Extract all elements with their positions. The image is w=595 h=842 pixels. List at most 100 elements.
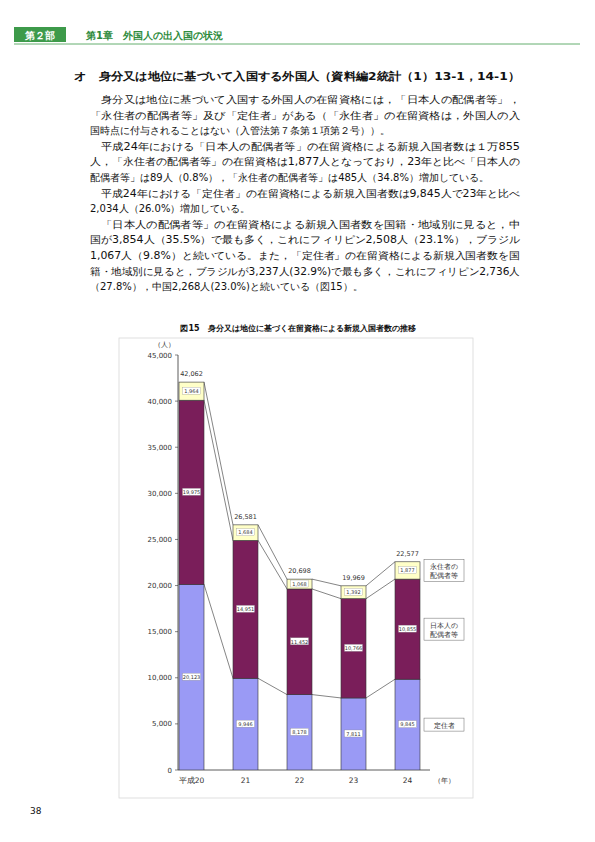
data-label-box bbox=[237, 529, 255, 536]
connector bbox=[204, 584, 233, 678]
bar-segment bbox=[395, 679, 420, 770]
connector bbox=[204, 400, 233, 540]
background bbox=[0, 0, 595, 842]
data-label: 20,123 bbox=[183, 674, 201, 680]
bar-segment bbox=[179, 382, 204, 400]
legend-label: 日本人の配偶者等 bbox=[430, 622, 458, 639]
part-label: 第２部 bbox=[24, 30, 55, 41]
header-rule bbox=[14, 44, 580, 45]
y-tick-label: 5,000 bbox=[152, 720, 172, 728]
connector bbox=[366, 562, 395, 586]
connector bbox=[312, 589, 341, 599]
connector bbox=[312, 579, 341, 586]
legend-box bbox=[424, 618, 464, 640]
paragraph-line: 平成24年における「定住者」の在留資格による新規入国者数は9,845人で23年と… bbox=[101, 188, 520, 199]
y-tick bbox=[175, 447, 178, 448]
data-label-box bbox=[399, 721, 417, 728]
total-label: 26,581 bbox=[234, 513, 257, 521]
data-label: 14,951 bbox=[237, 606, 255, 612]
bar-segment bbox=[233, 678, 258, 770]
data-label: 9,946 bbox=[238, 721, 252, 727]
data-label: 10,855 bbox=[399, 626, 417, 632]
y-tick-label: 40,000 bbox=[148, 398, 173, 406]
y-tick-label: 30,000 bbox=[148, 490, 173, 498]
paragraph-line: 「永住者の配偶者等」及び「定住者」がある（「永住者」の在留資格は，外国人の入 bbox=[90, 110, 520, 121]
legend-line: 永住者の bbox=[430, 563, 458, 571]
y-tick-label: 25,000 bbox=[148, 536, 173, 544]
y-tick-label: 15,000 bbox=[148, 628, 173, 636]
legend-box bbox=[424, 559, 464, 581]
bar-segment bbox=[395, 579, 420, 679]
chart-title: 図15 身分又は地位に基づく在留資格による新規入国者数の推移 bbox=[180, 323, 415, 333]
data-label: 1,392 bbox=[346, 589, 360, 595]
y-tick bbox=[175, 493, 178, 494]
data-label-box bbox=[183, 673, 201, 680]
paragraph-line: 配偶者等」は89人（0.8%），「永住者の配偶者等」は485人（34.8%）増加… bbox=[90, 172, 489, 183]
connector bbox=[258, 678, 287, 694]
data-label: 1,684 bbox=[238, 529, 252, 535]
bar-segment bbox=[287, 589, 312, 695]
page-number: 38 bbox=[30, 806, 42, 816]
x-tick-label: 平成20 bbox=[179, 776, 205, 785]
data-label: 10,766 bbox=[345, 645, 363, 651]
paragraph-line: 籍・地域別に見ると，ブラジルが3,237人(32.9%)で最も多く，これにフィリ… bbox=[90, 266, 520, 277]
data-label: 11,452 bbox=[291, 639, 309, 645]
y-axis-label: （人） bbox=[154, 341, 175, 349]
y-tick bbox=[175, 585, 178, 586]
bar-segment bbox=[395, 562, 420, 579]
data-label: 1,068 bbox=[292, 581, 306, 587]
paragraph-line: （27.8%），中国2,268人(23.0%)と続いている（図15）。 bbox=[90, 281, 363, 292]
x-tick-label: 24 bbox=[403, 776, 413, 785]
data-label-box bbox=[237, 605, 255, 612]
bar-segment bbox=[179, 400, 204, 584]
y-tick bbox=[175, 355, 178, 356]
paragraph-line: 平成24年における「日本人の配偶者等」の在留資格による新規入国者数は１万855 bbox=[101, 141, 520, 152]
legend-line: 定住者 bbox=[434, 722, 455, 730]
bar-segment bbox=[179, 584, 204, 770]
part-badge bbox=[14, 27, 66, 42]
data-label-box bbox=[291, 728, 309, 735]
x-tick-label: 23 bbox=[349, 776, 359, 785]
legend-line: 日本人の bbox=[430, 622, 458, 630]
bar-segment bbox=[233, 525, 258, 541]
paragraph-line: 「日本人の配偶者等」の在留資格による新規入国者数を国籍・地域別に見ると，中 bbox=[101, 219, 520, 230]
data-label: 9,845 bbox=[400, 721, 414, 727]
y-tick bbox=[175, 770, 178, 771]
legend-box bbox=[424, 718, 464, 731]
bar-segment bbox=[287, 695, 312, 770]
paragraph-line: 身分又は地位に基づいて入国する外国人の在留資格には，「日本人の配偶者等」， bbox=[101, 94, 520, 105]
y-tick bbox=[175, 677, 178, 678]
chart-frame bbox=[119, 338, 473, 798]
x-axis-label: （年） bbox=[434, 777, 455, 785]
bar-segment bbox=[287, 579, 312, 589]
total-label: 42,062 bbox=[180, 370, 203, 378]
y-tick-label: 0 bbox=[168, 767, 172, 775]
paragraph-line: 国時点に付与されることはない（入管法第７条第１項第２号））。 bbox=[90, 125, 390, 136]
y-tick bbox=[175, 401, 178, 402]
data-label: 7,811 bbox=[346, 731, 360, 737]
data-label-box bbox=[291, 580, 309, 587]
total-label: 22,577 bbox=[396, 550, 419, 558]
total-label: 20,698 bbox=[288, 567, 311, 575]
bar-segment bbox=[341, 599, 366, 698]
y-tick-label: 10,000 bbox=[148, 674, 173, 682]
data-label-box bbox=[345, 730, 363, 737]
data-label-box bbox=[345, 644, 363, 651]
x-tick-label: 21 bbox=[241, 776, 251, 785]
data-label: 1,964 bbox=[184, 388, 198, 394]
y-tick bbox=[175, 539, 178, 540]
legend-label: 定住者 bbox=[434, 722, 455, 730]
plot-marks bbox=[179, 382, 420, 770]
connector bbox=[312, 695, 341, 698]
legend-label: 永住者の配偶者等 bbox=[430, 563, 458, 580]
y-tick bbox=[175, 631, 178, 632]
data-label: 8,178 bbox=[292, 729, 306, 735]
page: 第２部第1章 外国人の出入国の状況オ 身分又は地位に基づいて入国する外国人（資料… bbox=[0, 0, 595, 842]
data-label-box bbox=[399, 625, 417, 632]
paragraph-line: 1,067人（9.8%）と続いている。また，「定住者」の在留資格による新規入国者… bbox=[90, 250, 520, 261]
data-label-box bbox=[183, 387, 201, 394]
connector bbox=[258, 525, 287, 579]
y-axis bbox=[178, 355, 179, 770]
total-label: 19,969 bbox=[342, 574, 365, 582]
data-label: 1,877 bbox=[400, 567, 414, 573]
